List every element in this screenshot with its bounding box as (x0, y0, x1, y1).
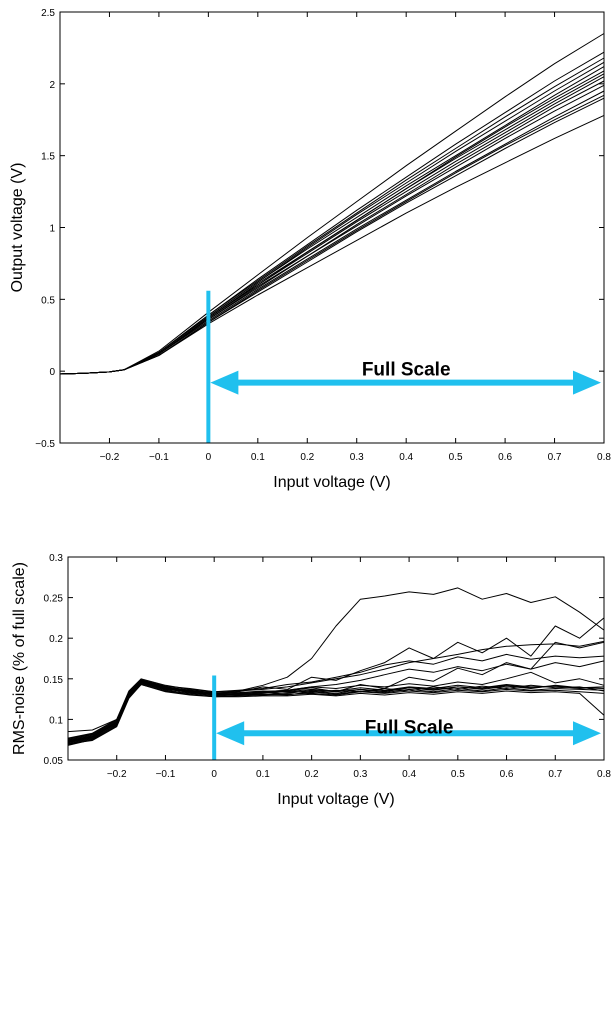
bottom-y-axis-label: RMS-noise (% of full scale) (11, 562, 28, 755)
top-y-tick-label: 2.5 (41, 8, 55, 19)
top-x-tick-label: 0.6 (498, 452, 512, 463)
bottom-full-scale-arrowhead-left (216, 721, 245, 746)
bottom-x-tick-label: 0.7 (548, 769, 562, 780)
top-y-tick-label: −0.5 (35, 439, 55, 450)
bottom-x-tick-label: 0.2 (305, 769, 319, 780)
top-x-tick-label: 0.1 (251, 452, 265, 463)
bottom-y-tick-label: 0.05 (44, 756, 64, 767)
top-x-tick-label: −0.1 (149, 452, 169, 463)
bottom-series-line (67, 684, 605, 745)
top-series-line (59, 33, 605, 375)
bottom-full-scale-annotation: Full Scale (212, 675, 601, 760)
top-series-line (59, 76, 605, 375)
bottom-series-lines (67, 587, 605, 746)
top-series-line (59, 90, 605, 375)
bottom-x-tick-label: 0.5 (451, 769, 465, 780)
bottom-y-tick-label: 0.25 (44, 594, 64, 605)
bottom-y-tick-labels: 0.05 0.1 0.15 0.2 0.25 0.3 (44, 553, 64, 767)
top-full-scale-annotation: Full Scale (206, 290, 601, 443)
top-y-tick-label: 0 (49, 367, 55, 378)
bottom-y-tick-label: 0.3 (49, 553, 63, 564)
bottom-series-line (67, 679, 605, 740)
top-x-tick-label: 0.2 (300, 452, 314, 463)
top-y-tick-label: 0.5 (41, 295, 55, 306)
top-series-lines (59, 33, 605, 375)
top-y-tick-label: 1.5 (41, 152, 55, 163)
top-y-tick-labels: −0.5 0 0.5 1 1.5 2 2.5 (35, 8, 55, 450)
top-series-line (59, 66, 605, 375)
bottom-tick-marks (68, 556, 605, 761)
top-full-scale-label: Full Scale (362, 359, 451, 380)
top-full-scale-arrowhead-left (210, 370, 239, 395)
top-x-axis-label: Input voltage (V) (273, 474, 390, 491)
bottom-x-tick-label: −0.2 (107, 769, 127, 780)
top-series-line (59, 73, 605, 375)
bottom-series-line (67, 640, 605, 739)
output-voltage-chart: Full Scale −0.2 −0.1 0 0.1 0.2 0.3 0.4 0… (9, 8, 612, 491)
top-x-tick-label: 0.4 (399, 452, 413, 463)
top-y-tick-label: 2 (49, 80, 55, 91)
bottom-x-tick-labels: −0.2 −0.1 0 0.1 0.2 0.3 0.4 0.5 0.6 0.7 … (107, 769, 612, 780)
bottom-x-tick-label: 0.1 (256, 769, 270, 780)
bottom-full-scale-arrowhead-right (573, 721, 601, 746)
top-series-line (59, 70, 605, 375)
rms-noise-plot: Full Scale −0.2 −0.1 0 0.1 0.2 0.3 0.4 0… (11, 553, 612, 808)
bottom-x-tick-label: 0.6 (500, 769, 514, 780)
top-x-tick-label: 0.5 (449, 452, 463, 463)
bottom-series-line (67, 587, 605, 743)
top-series-line (59, 114, 605, 375)
top-x-tick-label: 0.7 (548, 452, 562, 463)
bottom-series-line (67, 671, 605, 742)
top-x-tick-label: −0.2 (100, 452, 120, 463)
top-series-line (59, 61, 605, 375)
top-x-tick-label: 0.3 (350, 452, 364, 463)
top-x-tick-label: 0.8 (597, 452, 611, 463)
rms-noise-chart: Full Scale −0.2 −0.1 0 0.1 0.2 0.3 0.4 0… (0, 506, 613, 1012)
bottom-series-line (67, 680, 605, 733)
top-series-line (59, 51, 605, 375)
bottom-full-scale-label: Full Scale (365, 718, 454, 739)
top-y-axis-label: Output voltage (V) (9, 163, 26, 293)
bottom-x-tick-label: 0 (211, 769, 217, 780)
top-plot-frame (59, 11, 605, 444)
bottom-y-tick-label: 0.1 (49, 715, 63, 726)
bottom-x-tick-label: 0.4 (402, 769, 416, 780)
top-full-scale-arrowhead-right (573, 370, 601, 395)
output-voltage-plot: Full Scale −0.2 −0.1 0 0.1 0.2 0.3 0.4 0… (9, 8, 612, 491)
bottom-x-tick-label: 0.3 (353, 769, 367, 780)
bottom-x-tick-label: −0.1 (156, 769, 176, 780)
bottom-x-axis-label: Input voltage (V) (277, 791, 394, 808)
bottom-plot-frame (67, 556, 605, 761)
bottom-y-tick-label: 0.15 (44, 675, 64, 686)
top-y-tick-label: 1 (49, 224, 55, 235)
top-x-tick-labels: −0.2 −0.1 0 0.1 0.2 0.3 0.4 0.5 0.6 0.7 … (100, 452, 612, 463)
top-series-line (59, 94, 605, 375)
top-x-tick-label: 0 (206, 452, 212, 463)
bottom-y-tick-label: 0.2 (49, 634, 63, 645)
top-series-line (59, 57, 605, 375)
bottom-x-tick-label: 0.8 (597, 769, 611, 780)
